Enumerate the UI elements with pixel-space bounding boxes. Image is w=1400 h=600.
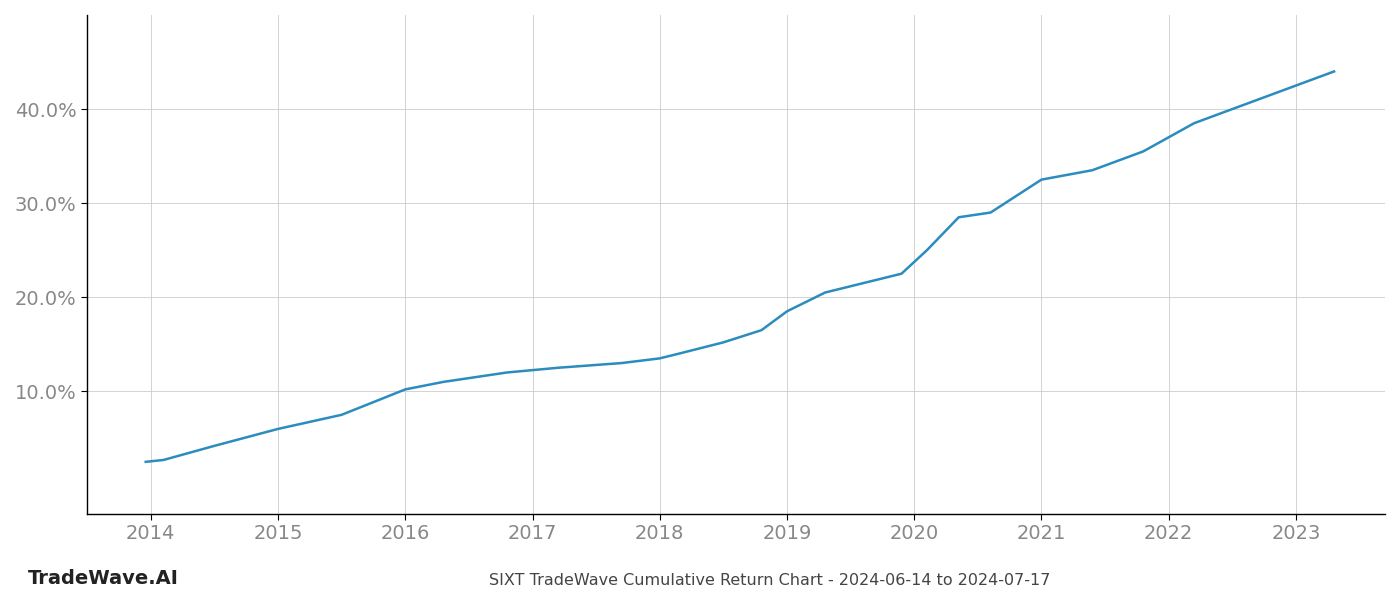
Text: SIXT TradeWave Cumulative Return Chart - 2024-06-14 to 2024-07-17: SIXT TradeWave Cumulative Return Chart -… — [490, 573, 1050, 588]
Text: TradeWave.AI: TradeWave.AI — [28, 569, 179, 588]
